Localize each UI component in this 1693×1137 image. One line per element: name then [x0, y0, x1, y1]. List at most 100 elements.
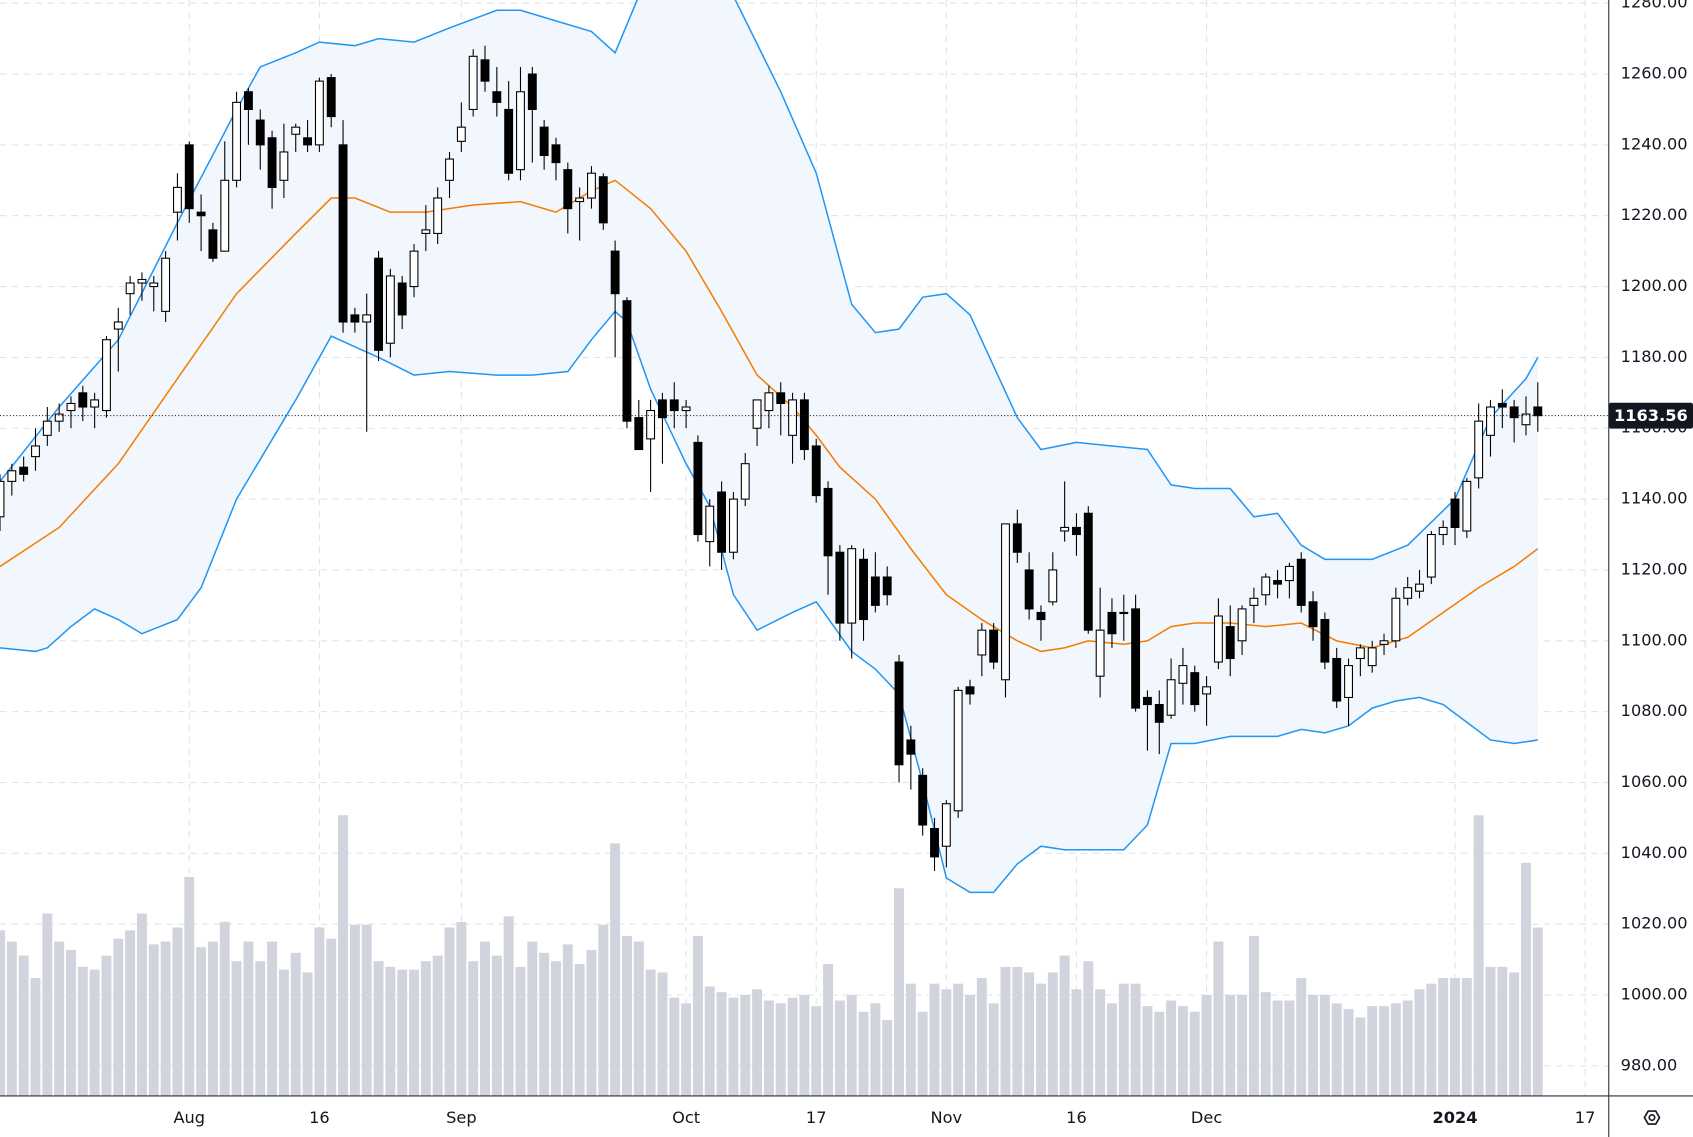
y-tick-label: 1040.00 [1621, 843, 1688, 862]
volume-bar [551, 961, 561, 1096]
settings-icon[interactable] [1643, 1110, 1661, 1125]
volume-bar [219, 921, 230, 1096]
candle-body [1403, 587, 1413, 599]
volume-bar [255, 961, 266, 1096]
volume-bar [54, 941, 65, 1096]
volume-bar [799, 994, 810, 1096]
candle-body [480, 59, 490, 82]
volume-bar [858, 1011, 869, 1096]
candle-body [409, 250, 419, 288]
y-tick-label: 1080.00 [1621, 701, 1688, 720]
volume-bar [1331, 1003, 1342, 1096]
candle-body [989, 629, 999, 663]
candle-body [1036, 611, 1046, 621]
volume-bar [621, 935, 632, 1096]
y-tick-label: 1180.00 [1621, 347, 1688, 366]
candle-body [1154, 704, 1164, 723]
candle-body [1024, 569, 1034, 610]
candle-body [113, 321, 123, 330]
band-fill [0, 0, 1538, 893]
volume-bar [1213, 941, 1224, 1096]
volume-bar [136, 913, 147, 1096]
candle-body [1450, 498, 1460, 528]
settings-button[interactable] [1643, 1110, 1661, 1125]
candle-body [941, 803, 951, 847]
candle-body [362, 314, 372, 323]
volume-bar [278, 969, 289, 1096]
bollinger-bands [0, 0, 1539, 894]
volume-bar [586, 949, 597, 1096]
volume-bar [361, 924, 372, 1096]
volume-bar [976, 978, 987, 1096]
volume-bar [1296, 978, 1307, 1096]
candle-body [350, 314, 360, 323]
volume-bar [1237, 994, 1248, 1096]
volume-bar [184, 876, 195, 1096]
y-tick-label: 1000.00 [1621, 985, 1688, 1004]
candle-body [646, 410, 656, 440]
y-tick-label: 1240.00 [1621, 134, 1688, 153]
candle-body [279, 151, 289, 181]
candle-body [161, 257, 171, 312]
volume-bar [752, 989, 763, 1096]
band-lower [0, 310, 1538, 894]
volume-bar [1201, 994, 1212, 1096]
y-tick-label: 1220.00 [1621, 205, 1688, 224]
candle-body [728, 498, 738, 553]
volume-bar [1272, 1000, 1283, 1096]
volume-bar [444, 927, 455, 1096]
volume-bar [1485, 966, 1496, 1096]
candle-body [1391, 597, 1401, 642]
volume-bar [1532, 927, 1543, 1096]
volume-bar [1473, 815, 1484, 1096]
volume-bar [207, 941, 218, 1096]
candle-body [539, 126, 549, 157]
volume-bar [846, 994, 857, 1096]
volume-bar [1367, 1006, 1378, 1096]
volume-bar [515, 966, 526, 1096]
volume-bar [716, 992, 727, 1096]
candle-body [137, 278, 147, 284]
candle-body [243, 91, 253, 110]
volume-bar [503, 916, 514, 1096]
volume-bar [172, 927, 183, 1096]
candle-body [1190, 672, 1200, 706]
volume-bar [610, 843, 621, 1096]
volume-bar [1426, 983, 1437, 1096]
candle-body [102, 339, 111, 412]
candle-body [622, 300, 632, 422]
candle-body [267, 137, 277, 188]
x-tick-label: Sep [446, 1108, 477, 1127]
volume-bar [1095, 989, 1106, 1096]
volume-bar [953, 983, 964, 1096]
candle-body [799, 399, 809, 451]
settings-icon-dot[interactable] [1648, 1114, 1656, 1122]
volume-bar [1260, 992, 1271, 1096]
volume-bar [1154, 1011, 1165, 1096]
volume-bar [1308, 994, 1319, 1096]
candle-body [338, 144, 348, 323]
x-tick-label: Dec [1191, 1108, 1222, 1127]
y-tick-label: 1280.00 [1621, 0, 1688, 12]
volume-bar [1450, 978, 1460, 1096]
volume-bar [811, 1006, 822, 1096]
candle-body [456, 126, 466, 142]
candle-body [90, 399, 100, 408]
volume-bar [1106, 1003, 1117, 1096]
volume-bar [101, 955, 112, 1096]
candle-body [740, 463, 750, 500]
candle-body [906, 739, 916, 755]
volume-bar [1248, 935, 1259, 1096]
volume-bar [338, 815, 349, 1096]
candle-body [1012, 523, 1022, 553]
volume-bar [385, 966, 396, 1096]
candle-body [1474, 420, 1484, 479]
candle-body [835, 551, 845, 624]
volume-bar [125, 930, 136, 1096]
volume-bar [645, 969, 656, 1096]
candle-body [657, 399, 667, 419]
volume-bar [823, 964, 834, 1096]
candle-body [303, 137, 313, 146]
volume-bar [598, 924, 609, 1096]
